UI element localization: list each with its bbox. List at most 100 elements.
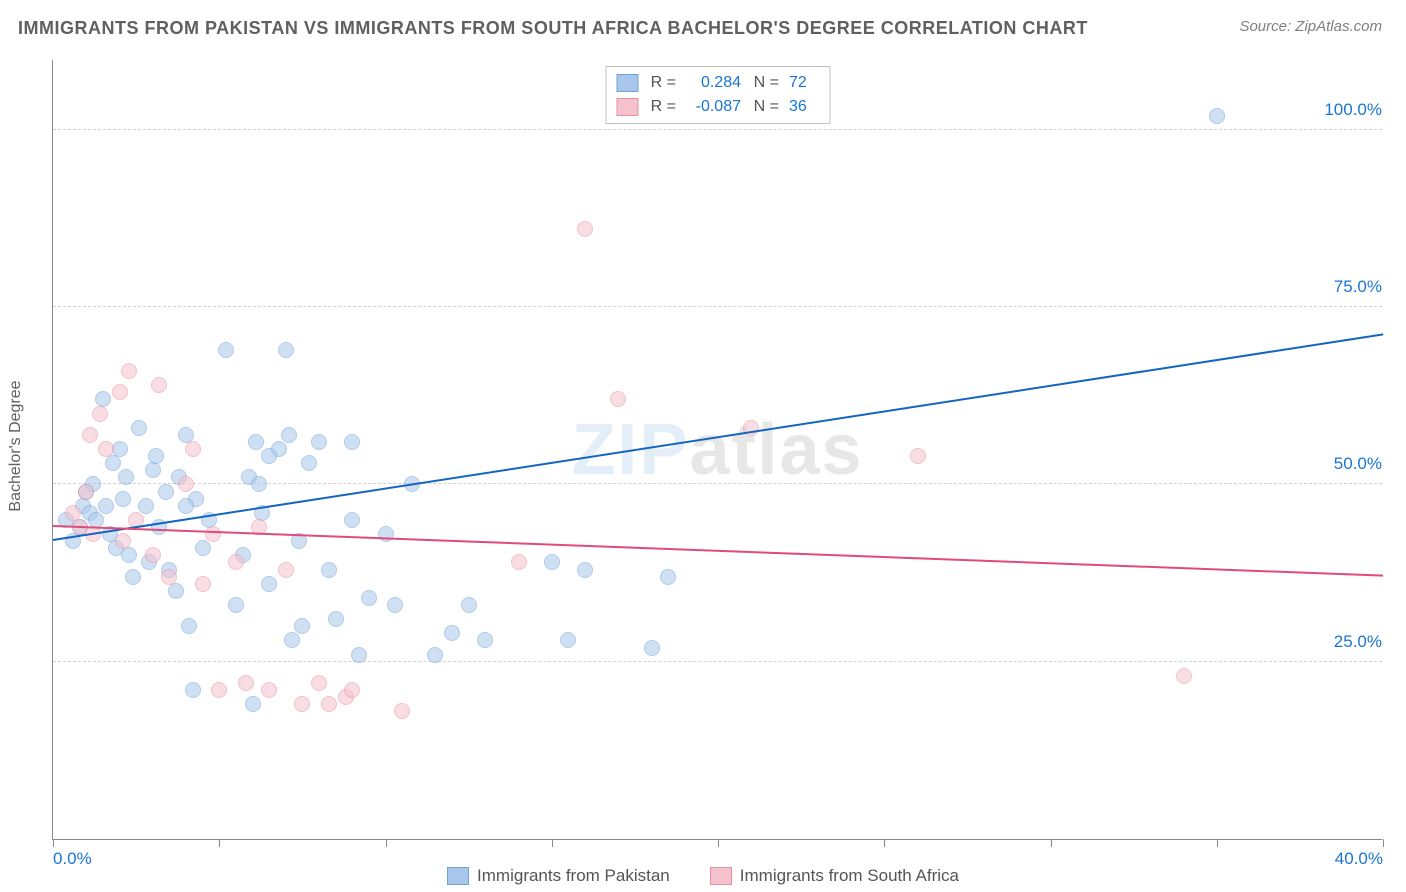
stats-n-value: 72 <box>789 71 819 95</box>
legend-item: Immigrants from South Africa <box>710 866 959 886</box>
scatter-point <box>1176 668 1192 684</box>
stats-n-value: 36 <box>789 95 819 119</box>
scatter-point <box>477 632 493 648</box>
scatter-point <box>185 441 201 457</box>
scatter-point <box>195 540 211 556</box>
scatter-point <box>378 526 394 542</box>
scatter-point <box>98 498 114 514</box>
scatter-point <box>211 682 227 698</box>
stats-row: R = 0.284 N = 72 <box>616 71 819 95</box>
scatter-point <box>115 491 131 507</box>
scatter-point <box>138 498 154 514</box>
scatter-point <box>444 625 460 641</box>
y-tick-label: 50.0% <box>1332 454 1384 474</box>
y-tick-label: 75.0% <box>1332 277 1384 297</box>
stats-r-label: R = <box>648 71 676 95</box>
scatter-point <box>98 441 114 457</box>
scatter-point <box>281 427 297 443</box>
scatter-point <box>178 498 194 514</box>
scatter-point <box>115 533 131 549</box>
scatter-point <box>181 618 197 634</box>
scatter-point <box>158 484 174 500</box>
stats-row: R = -0.087 N = 36 <box>616 95 819 119</box>
scatter-point <box>228 554 244 570</box>
scatter-point <box>205 526 221 542</box>
x-tick <box>386 839 387 847</box>
x-tick <box>884 839 885 847</box>
scatter-point <box>387 597 403 613</box>
scatter-point <box>560 632 576 648</box>
x-tick <box>718 839 719 847</box>
scatter-point <box>577 562 593 578</box>
scatter-point <box>394 703 410 719</box>
scatter-point <box>261 576 277 592</box>
scatter-point <box>284 632 300 648</box>
scatter-point <box>660 569 676 585</box>
scatter-point <box>178 476 194 492</box>
scatter-point <box>427 647 443 663</box>
scatter-point <box>185 682 201 698</box>
x-tick <box>552 839 553 847</box>
legend-swatch <box>710 867 732 885</box>
scatter-point <box>577 221 593 237</box>
scatter-point <box>112 384 128 400</box>
source-attribution: Source: ZipAtlas.com <box>1239 18 1382 35</box>
scatter-point <box>261 448 277 464</box>
scatter-point <box>644 640 660 656</box>
legend-swatch <box>447 867 469 885</box>
chart-title: IMMIGRANTS FROM PAKISTAN VS IMMIGRANTS F… <box>18 18 1088 39</box>
x-tick <box>53 839 54 847</box>
scatter-point <box>245 696 261 712</box>
x-tick <box>1383 839 1384 847</box>
stats-n-label: N = <box>751 71 779 95</box>
scatter-point <box>311 434 327 450</box>
scatter-point <box>82 427 98 443</box>
scatter-point <box>78 484 94 500</box>
scatter-point <box>344 434 360 450</box>
y-axis-label: Bachelor's Degree <box>7 380 25 511</box>
scatter-point <box>610 391 626 407</box>
scatter-point <box>121 363 137 379</box>
scatter-point <box>301 455 317 471</box>
gridline <box>53 306 1382 307</box>
stats-legend: R = 0.284 N = 72 R = -0.087 N = 36 <box>605 66 830 124</box>
scatter-point <box>248 434 264 450</box>
scatter-point <box>328 611 344 627</box>
scatter-point <box>145 547 161 563</box>
scatter-point <box>361 590 377 606</box>
scatter-point <box>218 342 234 358</box>
trend-line <box>53 525 1383 577</box>
gridline <box>53 661 1382 662</box>
scatter-point <box>278 342 294 358</box>
scatter-point <box>261 682 277 698</box>
legend-label: Immigrants from Pakistan <box>477 866 670 886</box>
y-tick-label: 25.0% <box>1332 632 1384 652</box>
scatter-point <box>195 576 211 592</box>
scatter-point <box>121 547 137 563</box>
scatter-point <box>311 675 327 691</box>
scatter-point <box>344 512 360 528</box>
x-tick-label: 0.0% <box>53 849 92 869</box>
scatter-point <box>278 562 294 578</box>
scatter-point <box>910 448 926 464</box>
scatter-point <box>125 569 141 585</box>
x-tick <box>1051 839 1052 847</box>
scatter-point <box>251 476 267 492</box>
bottom-legend: Immigrants from Pakistan Immigrants from … <box>447 866 959 886</box>
scatter-point <box>294 618 310 634</box>
stats-r-value: -0.087 <box>686 95 741 119</box>
scatter-point <box>145 462 161 478</box>
legend-label: Immigrants from South Africa <box>740 866 959 886</box>
stats-r-value: 0.284 <box>686 71 741 95</box>
scatter-point <box>238 675 254 691</box>
scatter-point <box>131 420 147 436</box>
stats-n-label: N = <box>751 95 779 119</box>
legend-swatch <box>616 74 638 92</box>
stats-r-label: R = <box>648 95 676 119</box>
scatter-point <box>161 569 177 585</box>
scatter-point <box>168 583 184 599</box>
scatter-point <box>511 554 527 570</box>
scatter-point <box>105 455 121 471</box>
scatter-point <box>1209 108 1225 124</box>
scatter-point <box>351 647 367 663</box>
